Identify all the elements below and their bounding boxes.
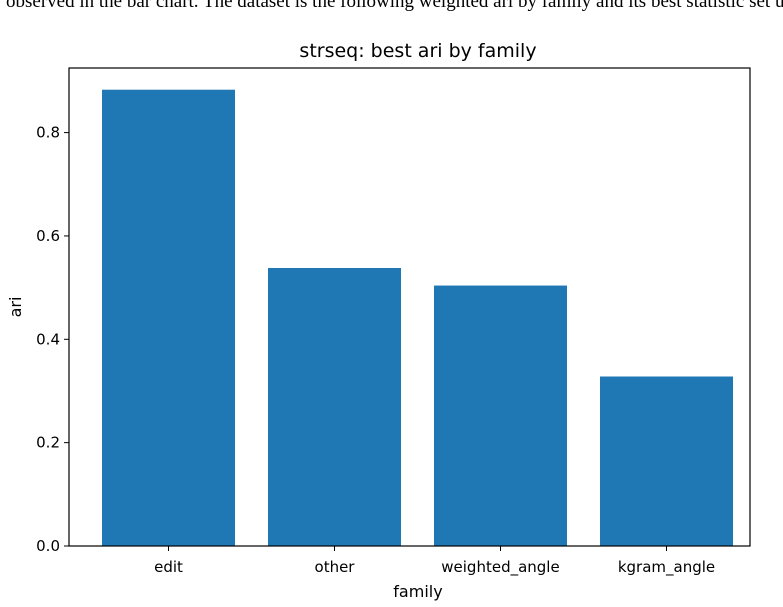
x-tick-label: kgram_angle [618, 558, 715, 577]
y-axis-label: ari [6, 297, 25, 318]
y-tick-label: 0.2 [36, 434, 60, 452]
caption-fragment: observed in the bar chart. The dataset i… [0, 0, 783, 14]
caption-fragment-text: observed in the bar chart. The dataset i… [6, 0, 783, 12]
bar-edit [102, 89, 235, 546]
x-tick-label: other [315, 558, 356, 576]
bar-kgram_angle [600, 376, 733, 546]
y-tick-label: 0.4 [36, 330, 60, 348]
x-axis-label: family [393, 582, 442, 601]
plot-frame [68, 67, 751, 547]
x-tick-label: weighted_angle [441, 558, 559, 577]
bar-weighted_angle [434, 285, 567, 546]
bar-other [268, 267, 401, 546]
chart-title: strseq: best ari by family [299, 40, 536, 62]
x-tick-label: edit [154, 558, 183, 576]
y-tick-label: 0.8 [36, 124, 60, 142]
y-tick-label: 0.0 [36, 537, 60, 555]
y-tick-label: 0.6 [36, 227, 60, 245]
